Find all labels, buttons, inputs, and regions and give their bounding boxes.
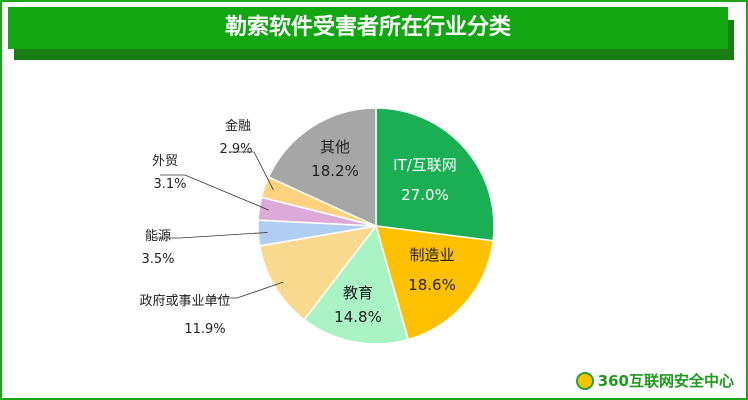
slice-value-label: 27.0% (401, 186, 449, 204)
slice-label: 制造业 (409, 246, 454, 264)
slice-label: 金融 (225, 118, 251, 134)
leader-line (229, 151, 274, 191)
360-logo-icon (575, 371, 594, 390)
leader-line (160, 174, 269, 211)
logo-text: 360互联网安全中心 (597, 372, 734, 390)
slice-value-label: 11.9% (184, 322, 225, 337)
slice-label: 教育 (343, 284, 373, 302)
slice-label: IT/互联网 (393, 156, 457, 174)
slice-label: 其他 (320, 138, 350, 156)
slice-label: 政府或事业单位 (139, 294, 230, 309)
slice-value-label: 14.8% (334, 308, 382, 326)
slice-value-label: 18.6% (408, 276, 456, 294)
chart-title: 勒索软件受害者所在行业分类 (8, 7, 728, 49)
pie-slice (267, 107, 377, 228)
logo: 360互联网安全中心 (575, 370, 734, 391)
slice-label: 外贸 (152, 154, 178, 169)
leader-line (155, 232, 268, 239)
slice-value-label: 3.5% (141, 252, 174, 267)
leader-line (212, 281, 284, 299)
slice-label: 能源 (145, 229, 171, 244)
pie-slice (303, 224, 410, 345)
pie-slice (375, 107, 495, 242)
pie-slice (374, 225, 494, 341)
slice-value-label: 18.2% (311, 162, 359, 180)
slice-value-label: 2.9% (219, 142, 252, 157)
pie-slice (258, 224, 378, 321)
slice-value-label: 3.1% (153, 177, 186, 192)
